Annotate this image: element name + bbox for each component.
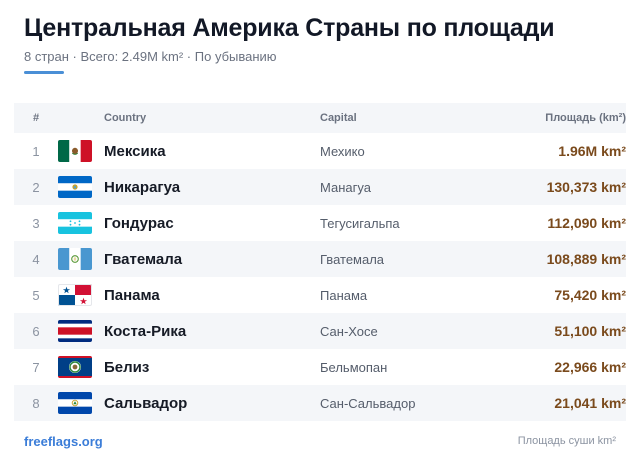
nicaragua-flag-icon <box>58 176 92 198</box>
costa-rica-flag-icon <box>58 320 92 342</box>
capital-name: Панама <box>320 287 368 303</box>
area-value: 108,889 km² <box>546 251 626 267</box>
column-header-country: Country <box>104 112 147 124</box>
el-salvador-flag-icon <box>58 392 92 414</box>
row-number: 6 <box>32 323 40 339</box>
country-name: Мексика <box>104 142 166 160</box>
row-number: 8 <box>32 395 40 411</box>
page-title: Центральная Америка Страны по площади <box>24 14 555 42</box>
row-number: 5 <box>32 287 40 303</box>
capital-name: Мехико <box>320 143 365 159</box>
table-row: 3 Гондурас Тегусигальпа 112,090 km² <box>14 205 626 241</box>
row-number: 7 <box>32 359 40 375</box>
table-row: 7 Белиз Бельмопан 22,966 km² <box>14 349 626 385</box>
capital-name: Сан-Хосе <box>320 323 378 339</box>
area-value: 112,090 km² <box>547 215 626 231</box>
countries-table: # Country Capital Площадь (km²) 1 Мексик… <box>14 103 626 421</box>
country-name: Белиз <box>104 358 150 376</box>
page-subtitle: 8 стран · Всего: 2.49M km² · По убыванию <box>24 49 277 64</box>
row-number: 2 <box>32 179 40 195</box>
country-name: Гватемала <box>104 250 183 268</box>
table-row: 8 Сальвадор Сан-Сальвадор 21,041 km² <box>14 385 626 421</box>
table-row: 1 Мексика Мехико 1.96M km² <box>14 133 626 169</box>
country-name: Коста-Рика <box>104 322 187 340</box>
column-header-area: Площадь (km²) <box>545 112 626 124</box>
country-name: Гондурас <box>104 214 174 232</box>
footer-note: Площадь суши km² <box>517 435 616 447</box>
area-value: 22,966 km² <box>554 359 626 375</box>
country-name: Панама <box>104 286 160 304</box>
area-value: 51,100 km² <box>554 323 626 339</box>
row-number: 3 <box>32 215 40 231</box>
capital-name: Тегусигальпа <box>320 215 400 231</box>
table-row: 4 Гватемала Гватемала 108,889 km² <box>14 241 626 277</box>
table-row: 6 Коста-Рика Сан-Хосе 51,100 km² <box>14 313 626 349</box>
panama-flag-icon <box>58 284 92 306</box>
capital-name: Манагуа <box>320 179 371 195</box>
honduras-flag-icon <box>58 212 92 234</box>
row-number: 1 <box>32 143 40 159</box>
area-value: 21,041 km² <box>554 395 626 411</box>
belize-flag-icon <box>58 356 92 378</box>
capital-name: Бельмопан <box>320 359 388 375</box>
mexico-flag-icon <box>58 140 92 162</box>
title-accent-bar <box>24 71 64 74</box>
area-value: 75,420 km² <box>554 287 626 303</box>
capital-name: Сан-Сальвадор <box>320 395 416 411</box>
area-value: 130,373 km² <box>546 179 626 195</box>
table-header-row: # Country Capital Площадь (km²) <box>14 103 626 133</box>
row-number: 4 <box>32 251 40 267</box>
table-row: 5 Панама Панама 75,420 km² <box>14 277 626 313</box>
column-header-number: # <box>32 112 40 124</box>
guatemala-flag-icon <box>58 248 92 270</box>
country-name: Сальвадор <box>104 394 188 412</box>
country-name: Никарагуа <box>104 178 181 196</box>
capital-name: Гватемала <box>320 251 385 267</box>
area-value: 1.96M km² <box>558 143 626 159</box>
column-header-capital: Capital <box>320 112 357 124</box>
table-row: 2 Никарагуа Манагуа 130,373 km² <box>14 169 626 205</box>
source-link[interactable]: freeflags.org <box>24 434 103 449</box>
